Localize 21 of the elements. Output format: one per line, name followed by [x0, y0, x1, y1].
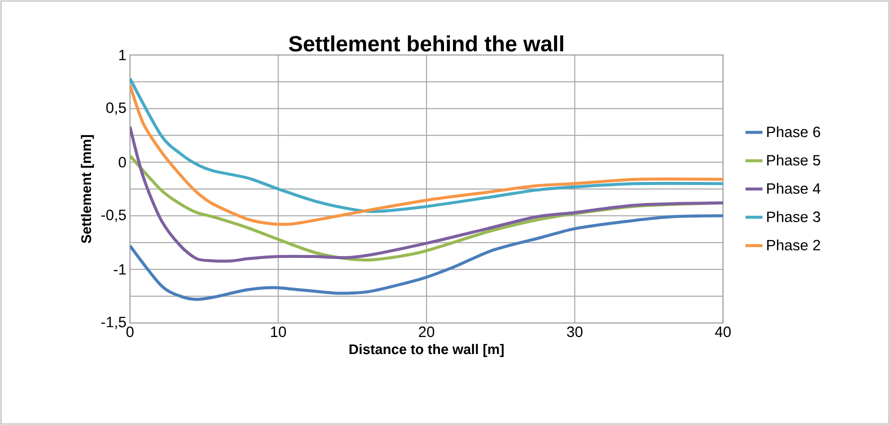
y-tick-label: 1: [119, 50, 126, 60]
x-tick-label: 30: [567, 326, 582, 338]
line-series: [130, 214, 724, 301]
x-tick-label: 20: [418, 326, 434, 338]
y-tick-label: 0,5: [106, 102, 126, 115]
y-axis-title: Settlement [mm]: [80, 135, 94, 244]
chart-title: Settlement behind the wall: [288, 35, 564, 52]
line-series: [130, 125, 724, 263]
legend-label: Phase 6: [767, 126, 820, 138]
legend-label: Phase 5: [767, 154, 820, 166]
legend-label: Phase 4: [767, 182, 820, 194]
legend-label: Phase 2: [767, 239, 820, 250]
x-tick-label: 0: [126, 326, 134, 338]
y-tick-label: -0,5: [101, 210, 126, 222]
x-tick-label: 40: [715, 326, 731, 338]
x-axis-title: Distance to the wall [m]: [350, 344, 504, 357]
legend-label: Phase 3: [767, 211, 820, 222]
y-tick-label: 0: [118, 156, 126, 168]
x-tick-label: 10: [271, 326, 286, 338]
y-tick-label: -1,5: [101, 316, 126, 330]
y-tick-label: -1: [114, 264, 126, 275]
